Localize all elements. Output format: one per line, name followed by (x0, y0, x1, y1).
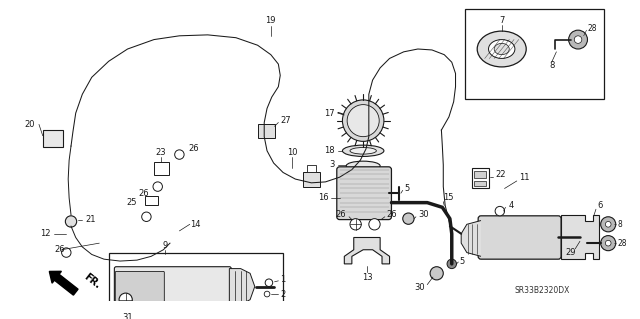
Text: 28: 28 (618, 239, 627, 248)
Text: 11: 11 (518, 173, 529, 182)
Text: 20: 20 (25, 120, 35, 129)
Polygon shape (229, 269, 255, 304)
Text: 3: 3 (330, 160, 335, 169)
Ellipse shape (346, 161, 380, 171)
Circle shape (605, 240, 611, 246)
Text: 26: 26 (387, 210, 397, 219)
Circle shape (342, 100, 384, 141)
Bar (154, 162, 169, 175)
Text: 5: 5 (460, 257, 465, 266)
Text: 2: 2 (280, 290, 285, 299)
Ellipse shape (342, 145, 384, 156)
Polygon shape (344, 238, 390, 264)
Bar (109, 253, 283, 319)
Text: 26: 26 (54, 245, 65, 254)
Polygon shape (461, 220, 481, 256)
Ellipse shape (488, 40, 515, 58)
Circle shape (447, 259, 456, 269)
Polygon shape (561, 215, 599, 259)
Text: 21: 21 (85, 215, 95, 224)
Text: FR.: FR. (83, 271, 102, 290)
Text: 30: 30 (415, 283, 425, 292)
Text: 9: 9 (163, 241, 168, 250)
Text: 15: 15 (444, 193, 454, 203)
Text: 6: 6 (597, 201, 602, 210)
Circle shape (577, 232, 588, 243)
Bar (472, 168, 488, 189)
Bar (474, 171, 486, 178)
Text: 5: 5 (404, 184, 410, 193)
Circle shape (601, 217, 616, 232)
Circle shape (574, 36, 582, 43)
Circle shape (264, 291, 270, 297)
Circle shape (601, 236, 616, 251)
Circle shape (265, 279, 273, 286)
Circle shape (175, 150, 184, 159)
Circle shape (65, 216, 77, 227)
Text: 14: 14 (190, 220, 201, 229)
FancyBboxPatch shape (115, 267, 231, 306)
Text: 31: 31 (122, 313, 133, 319)
Text: 22: 22 (495, 170, 506, 179)
Text: 23: 23 (156, 148, 166, 157)
Circle shape (605, 221, 611, 227)
Text: 26: 26 (335, 210, 346, 219)
Text: 10: 10 (287, 148, 298, 157)
Bar (474, 181, 486, 186)
Circle shape (430, 267, 444, 280)
Ellipse shape (350, 147, 376, 154)
Circle shape (403, 213, 414, 224)
Text: 30: 30 (418, 210, 428, 219)
Bar (43, 130, 63, 147)
Text: 19: 19 (266, 16, 276, 25)
Text: 16: 16 (317, 193, 328, 203)
Text: 28: 28 (588, 24, 597, 33)
Text: SR33B2320DX: SR33B2320DX (515, 286, 570, 295)
Text: 29: 29 (565, 248, 576, 257)
Text: 18: 18 (324, 146, 335, 155)
Text: 12: 12 (40, 229, 51, 238)
Text: 8: 8 (618, 220, 622, 229)
FancyArrow shape (49, 271, 78, 295)
Text: 4: 4 (508, 201, 513, 210)
Bar (145, 196, 157, 205)
Circle shape (347, 105, 379, 137)
Circle shape (141, 212, 151, 221)
Ellipse shape (477, 31, 526, 67)
Text: 25: 25 (127, 198, 137, 207)
Text: 26: 26 (139, 189, 149, 198)
Circle shape (369, 219, 380, 230)
Bar (303, 172, 320, 187)
FancyBboxPatch shape (115, 271, 164, 301)
Text: 8: 8 (549, 62, 554, 70)
Circle shape (61, 248, 71, 257)
Bar (258, 124, 275, 137)
Text: 27: 27 (280, 116, 291, 125)
Circle shape (153, 182, 163, 191)
FancyBboxPatch shape (337, 167, 392, 219)
Circle shape (350, 219, 362, 230)
Ellipse shape (494, 43, 509, 55)
Text: 17: 17 (324, 108, 335, 118)
Bar (307, 165, 316, 173)
FancyBboxPatch shape (478, 216, 561, 259)
Circle shape (495, 206, 504, 216)
Text: 13: 13 (362, 272, 372, 282)
Circle shape (119, 293, 132, 306)
Circle shape (568, 30, 588, 49)
Text: 7: 7 (499, 16, 504, 25)
Bar (465, 10, 604, 99)
Text: 1: 1 (280, 275, 285, 285)
Text: 26: 26 (189, 145, 200, 153)
